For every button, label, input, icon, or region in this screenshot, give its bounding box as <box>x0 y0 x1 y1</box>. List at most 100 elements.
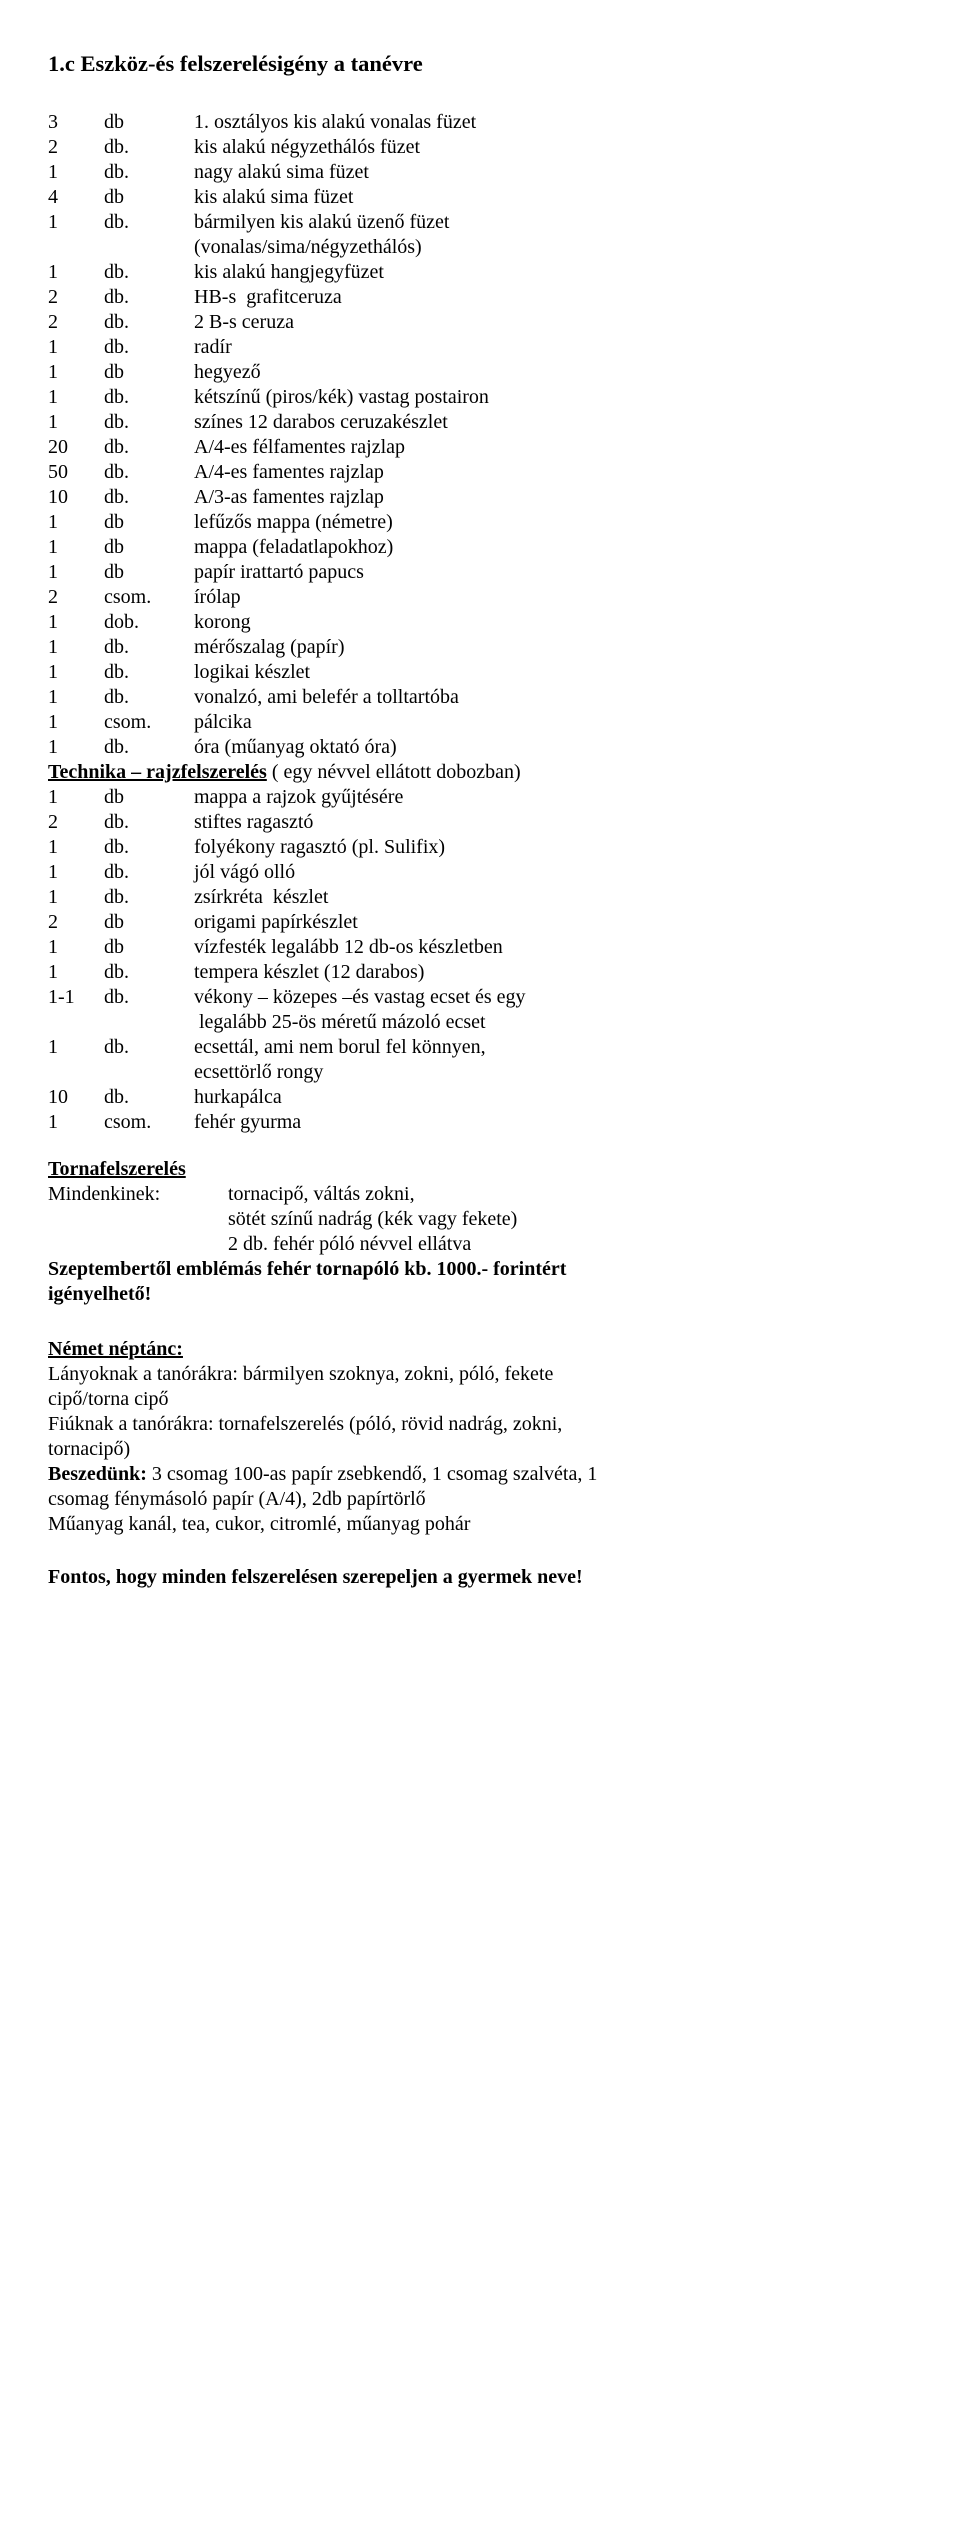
item-unit: db. <box>104 210 194 235</box>
list-item: 1dbpapír irattartó papucs <box>48 560 912 585</box>
item-qty: 1 <box>48 935 104 960</box>
item-unit: db. <box>104 285 194 310</box>
item-qty: 1 <box>48 535 104 560</box>
supply-list: 3db1. osztályos kis alakú vonalas füzet2… <box>48 110 912 760</box>
item-desc: mérőszalag (papír) <box>194 635 912 660</box>
item-unit: db. <box>104 310 194 335</box>
item-qty: 1 <box>48 385 104 410</box>
item-unit: db. <box>104 835 194 860</box>
item-qty: 2 <box>48 910 104 935</box>
list-item: 1db.vonalzó, ami belefér a tolltartóba <box>48 685 912 710</box>
list-item: 2db.2 B-s ceruza <box>48 310 912 335</box>
item-desc: jól vágó olló <box>194 860 912 885</box>
tech-heading: Technika – rajzfelszerelés <box>48 761 267 783</box>
item-desc: 1. osztályos kis alakú vonalas füzet <box>194 110 912 135</box>
item-unit: db. <box>104 735 194 760</box>
item-qty: 1 <box>48 660 104 685</box>
list-item: 2csom.írólap <box>48 585 912 610</box>
item-desc: logikai készlet <box>194 660 912 685</box>
list-item: 1csom.fehér gyurma <box>48 1110 912 1135</box>
gym-bold-2: igényelhető! <box>48 1282 912 1307</box>
item-desc: zsírkréta készlet <box>194 885 912 910</box>
list-item: 1db.logikai készlet <box>48 660 912 685</box>
item-desc: folyékony ragasztó (pl. Sulifix) <box>194 835 912 860</box>
list-item: 1dblefűzős mappa (németre) <box>48 510 912 535</box>
item-desc: korong <box>194 610 912 635</box>
item-qty: 1 <box>48 960 104 985</box>
item-desc: pálcika <box>194 710 912 735</box>
item-qty: 10 <box>48 485 104 510</box>
item-unit: db <box>104 910 194 935</box>
collect-line: Műanyag kanál, tea, cukor, citromlé, műa… <box>48 1512 912 1537</box>
list-item: 4dbkis alakú sima füzet <box>48 185 912 210</box>
item-qty: 1 <box>48 860 104 885</box>
tech-heading-tail: ( egy névvel ellátott dobozban) <box>267 761 521 783</box>
item-desc: fehér gyurma <box>194 1110 912 1135</box>
item-qty: 1 <box>48 885 104 910</box>
item-qty: 50 <box>48 460 104 485</box>
item-desc: tempera készlet (12 darabos) <box>194 960 912 985</box>
item-qty: 3 <box>48 110 104 135</box>
item-qty: 1 <box>48 635 104 660</box>
dance-heading: Német néptánc: <box>48 1338 183 1360</box>
item-desc: hegyező <box>194 360 912 385</box>
item-qty: 1 <box>48 785 104 810</box>
item-unit: db <box>104 360 194 385</box>
item-unit: db. <box>104 485 194 510</box>
list-item: 1db.bármilyen kis alakú üzenő füzet <box>48 210 912 235</box>
item-desc: vonalzó, ami belefér a tolltartóba <box>194 685 912 710</box>
item-unit: db. <box>104 860 194 885</box>
list-item: 1db.kétszínű (piros/kék) vastag postairo… <box>48 385 912 410</box>
item-unit: db. <box>104 1035 194 1060</box>
item-unit: db. <box>104 960 194 985</box>
item-unit: db. <box>104 410 194 435</box>
item-qty: 2 <box>48 585 104 610</box>
dance-line: Lányoknak a tanórákra: bármilyen szoknya… <box>48 1362 912 1387</box>
item-qty: 4 <box>48 185 104 210</box>
item-qty: 1 <box>48 1035 104 1060</box>
list-item: 2db.stiftes ragasztó <box>48 810 912 835</box>
list-item: 10db.hurkapálca <box>48 1085 912 1110</box>
item-unit: db. <box>104 160 194 185</box>
gym-line: sötét színű nadrág (kék vagy fekete) <box>228 1207 517 1232</box>
item-unit: db. <box>104 660 194 685</box>
item-unit: db <box>104 510 194 535</box>
item-qty: 1 <box>48 360 104 385</box>
list-item: 1dbhegyező <box>48 360 912 385</box>
item-unit: db. <box>104 985 194 1010</box>
gym-line: 2 db. fehér póló névvel ellátva <box>228 1232 517 1257</box>
page-title: 1.c Eszköz-és felszerelésigény a tanévre <box>48 50 912 78</box>
item-unit: db <box>104 185 194 210</box>
list-item: 2db.kis alakú négyzethálós füzet <box>48 135 912 160</box>
list-item: 1db.tempera készlet (12 darabos) <box>48 960 912 985</box>
item-unit: db. <box>104 260 194 285</box>
item-desc: írólap <box>194 585 912 610</box>
item-qty: 1 <box>48 510 104 535</box>
item-desc: stiftes ragasztó <box>194 810 912 835</box>
list-item: 1db.radír <box>48 335 912 360</box>
item-unit: db <box>104 110 194 135</box>
list-item: 50db.A/4-es famentes rajzlap <box>48 460 912 485</box>
item-qty: 1 <box>48 335 104 360</box>
item-qty: 1-1 <box>48 985 104 1010</box>
list-item: 2dborigami papírkészlet <box>48 910 912 935</box>
item-unit: csom. <box>104 585 194 610</box>
list-item: 1dbmappa (feladatlapokhoz) <box>48 535 912 560</box>
gym-bold-1: Szeptembertől emblémás fehér tornapóló k… <box>48 1257 912 1282</box>
item-qty: 1 <box>48 735 104 760</box>
item-desc: HB-s grafitceruza <box>194 285 912 310</box>
list-item: 3db1. osztályos kis alakú vonalas füzet <box>48 110 912 135</box>
item-desc: kis alakú hangjegyfüzet <box>194 260 912 285</box>
item-qty: 1 <box>48 1110 104 1135</box>
item-desc: mappa (feladatlapokhoz) <box>194 535 912 560</box>
list-item: 1db.nagy alakú sima füzet <box>48 160 912 185</box>
item-desc: lefűzős mappa (németre) <box>194 510 912 535</box>
item-qty: 10 <box>48 1085 104 1110</box>
item-desc: vízfesték legalább 12 db-os készletben <box>194 935 912 960</box>
item-qty: 1 <box>48 710 104 735</box>
list-item: 10db.A/3-as famentes rajzlap <box>48 485 912 510</box>
item-qty: 1 <box>48 560 104 585</box>
item-qty: 1 <box>48 685 104 710</box>
item-desc: A/3-as famentes rajzlap <box>194 485 912 510</box>
dance-line: cipő/torna cipő <box>48 1387 912 1412</box>
